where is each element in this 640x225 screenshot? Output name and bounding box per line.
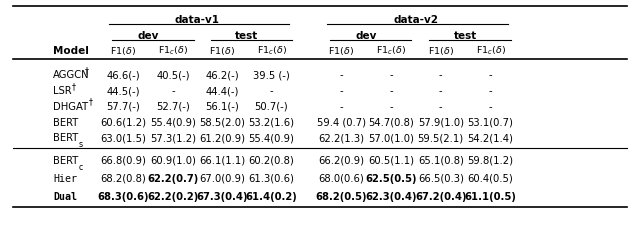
Text: 68.3(0.6): 68.3(0.6) xyxy=(97,191,149,201)
Text: -: - xyxy=(389,70,393,80)
Text: -: - xyxy=(389,101,393,111)
Text: -: - xyxy=(339,86,343,96)
Text: F1($\delta$): F1($\delta$) xyxy=(328,45,354,57)
Text: 61.3(0.6): 61.3(0.6) xyxy=(248,173,294,183)
Text: Model: Model xyxy=(53,46,89,56)
Text: data-v2: data-v2 xyxy=(394,15,438,25)
Text: 46.2(-): 46.2(-) xyxy=(205,70,239,80)
Text: 61.2(0.9): 61.2(0.9) xyxy=(199,133,245,143)
Text: 44.4(-): 44.4(-) xyxy=(205,86,239,96)
Text: 60.6(1.2): 60.6(1.2) xyxy=(100,117,147,127)
Text: 62.2(1.3): 62.2(1.3) xyxy=(318,133,364,143)
Text: 57.7(-): 57.7(-) xyxy=(106,101,140,111)
Text: BERT: BERT xyxy=(53,133,78,143)
Text: 62.5(0.5): 62.5(0.5) xyxy=(365,173,417,183)
Text: dev: dev xyxy=(138,30,159,40)
Text: 53.1(0.7): 53.1(0.7) xyxy=(468,117,513,127)
Text: 66.2(0.9): 66.2(0.9) xyxy=(318,155,364,165)
Text: AGGCN: AGGCN xyxy=(53,70,90,80)
Text: 65.1(0.8): 65.1(0.8) xyxy=(418,155,463,165)
Text: -: - xyxy=(489,86,492,96)
Text: -: - xyxy=(339,101,343,111)
Text: F1($\delta$): F1($\delta$) xyxy=(110,45,136,57)
Text: -: - xyxy=(339,70,343,80)
Text: -: - xyxy=(172,86,175,96)
Text: 59.4 (0.7): 59.4 (0.7) xyxy=(317,117,365,127)
Text: †: † xyxy=(85,66,89,75)
Text: 60.5(1.1): 60.5(1.1) xyxy=(368,155,414,165)
Text: F1$_c$($\delta$): F1$_c$($\delta$) xyxy=(257,45,287,57)
Text: 54.7(0.8): 54.7(0.8) xyxy=(368,117,414,127)
Text: 60.2(0.8): 60.2(0.8) xyxy=(248,155,294,165)
Text: 61.4(0.2): 61.4(0.2) xyxy=(246,191,298,201)
Text: DHGAT: DHGAT xyxy=(53,101,88,111)
Text: -: - xyxy=(439,101,442,111)
Text: -: - xyxy=(389,86,393,96)
Text: 62.2(0.2): 62.2(0.2) xyxy=(147,191,199,201)
Text: data-v1: data-v1 xyxy=(175,15,220,25)
Text: 67.0(0.9): 67.0(0.9) xyxy=(199,173,245,183)
Text: -: - xyxy=(269,86,273,96)
Text: 67.3(0.4): 67.3(0.4) xyxy=(196,191,248,201)
Text: †: † xyxy=(72,81,76,90)
Text: 50.7(-): 50.7(-) xyxy=(255,101,288,111)
Text: 56.1(-): 56.1(-) xyxy=(205,101,239,111)
Text: 57.9(1.0): 57.9(1.0) xyxy=(418,117,464,127)
Text: 57.3(1.2): 57.3(1.2) xyxy=(150,133,196,143)
Text: -: - xyxy=(439,86,442,96)
Text: 52.7(-): 52.7(-) xyxy=(156,101,190,111)
Text: Dual: Dual xyxy=(53,191,77,201)
Text: F1$_c$($\delta$): F1$_c$($\delta$) xyxy=(476,45,506,57)
Text: 66.8(0.9): 66.8(0.9) xyxy=(100,155,147,165)
Text: F1($\delta$): F1($\delta$) xyxy=(428,45,454,57)
Text: 68.2(0.8): 68.2(0.8) xyxy=(100,173,146,183)
Text: c: c xyxy=(79,162,83,171)
Text: 57.0(1.0): 57.0(1.0) xyxy=(368,133,414,143)
Text: 59.8(1.2): 59.8(1.2) xyxy=(467,155,513,165)
Text: 44.5(-): 44.5(-) xyxy=(106,86,140,96)
Text: LSR: LSR xyxy=(53,86,72,96)
Text: 59.5(2.1): 59.5(2.1) xyxy=(418,133,464,143)
Text: F1($\delta$): F1($\delta$) xyxy=(209,45,236,57)
Text: test: test xyxy=(236,30,259,40)
Text: BERT: BERT xyxy=(53,117,78,127)
Text: dev: dev xyxy=(355,30,377,40)
Text: 63.0(1.5): 63.0(1.5) xyxy=(100,133,147,143)
Text: 55.4(0.9): 55.4(0.9) xyxy=(150,117,196,127)
Text: 62.2(0.7): 62.2(0.7) xyxy=(147,173,199,183)
Text: 61.1(0.5): 61.1(0.5) xyxy=(465,191,516,201)
Text: 62.3(0.4): 62.3(0.4) xyxy=(365,191,417,201)
Text: 54.2(1.4): 54.2(1.4) xyxy=(468,133,513,143)
Text: 68.0(0.6): 68.0(0.6) xyxy=(318,173,364,183)
Text: 66.5(0.3): 66.5(0.3) xyxy=(418,173,463,183)
Text: 55.4(0.9): 55.4(0.9) xyxy=(248,133,294,143)
Text: †: † xyxy=(89,97,93,106)
Text: 66.1(1.1): 66.1(1.1) xyxy=(199,155,245,165)
Text: BERT: BERT xyxy=(53,155,78,165)
Text: test: test xyxy=(454,30,477,40)
Text: Hier: Hier xyxy=(53,173,77,183)
Text: -: - xyxy=(439,70,442,80)
Text: 58.5(2.0): 58.5(2.0) xyxy=(199,117,245,127)
Text: 46.6(-): 46.6(-) xyxy=(106,70,140,80)
Text: 53.2(1.6): 53.2(1.6) xyxy=(248,117,294,127)
Text: 40.5(-): 40.5(-) xyxy=(156,70,190,80)
Text: 39.5 (-): 39.5 (-) xyxy=(253,70,290,80)
Text: 60.9(1.0): 60.9(1.0) xyxy=(150,155,196,165)
Text: F1$_c$($\delta$): F1$_c$($\delta$) xyxy=(376,45,406,57)
Text: 60.4(0.5): 60.4(0.5) xyxy=(468,173,513,183)
Text: 68.2(0.5): 68.2(0.5) xyxy=(316,191,367,201)
Text: 67.2(0.4): 67.2(0.4) xyxy=(415,191,467,201)
Text: F1$_c$($\delta$): F1$_c$($\delta$) xyxy=(158,45,188,57)
Text: -: - xyxy=(489,101,492,111)
Text: s: s xyxy=(79,140,83,148)
Text: -: - xyxy=(489,70,492,80)
